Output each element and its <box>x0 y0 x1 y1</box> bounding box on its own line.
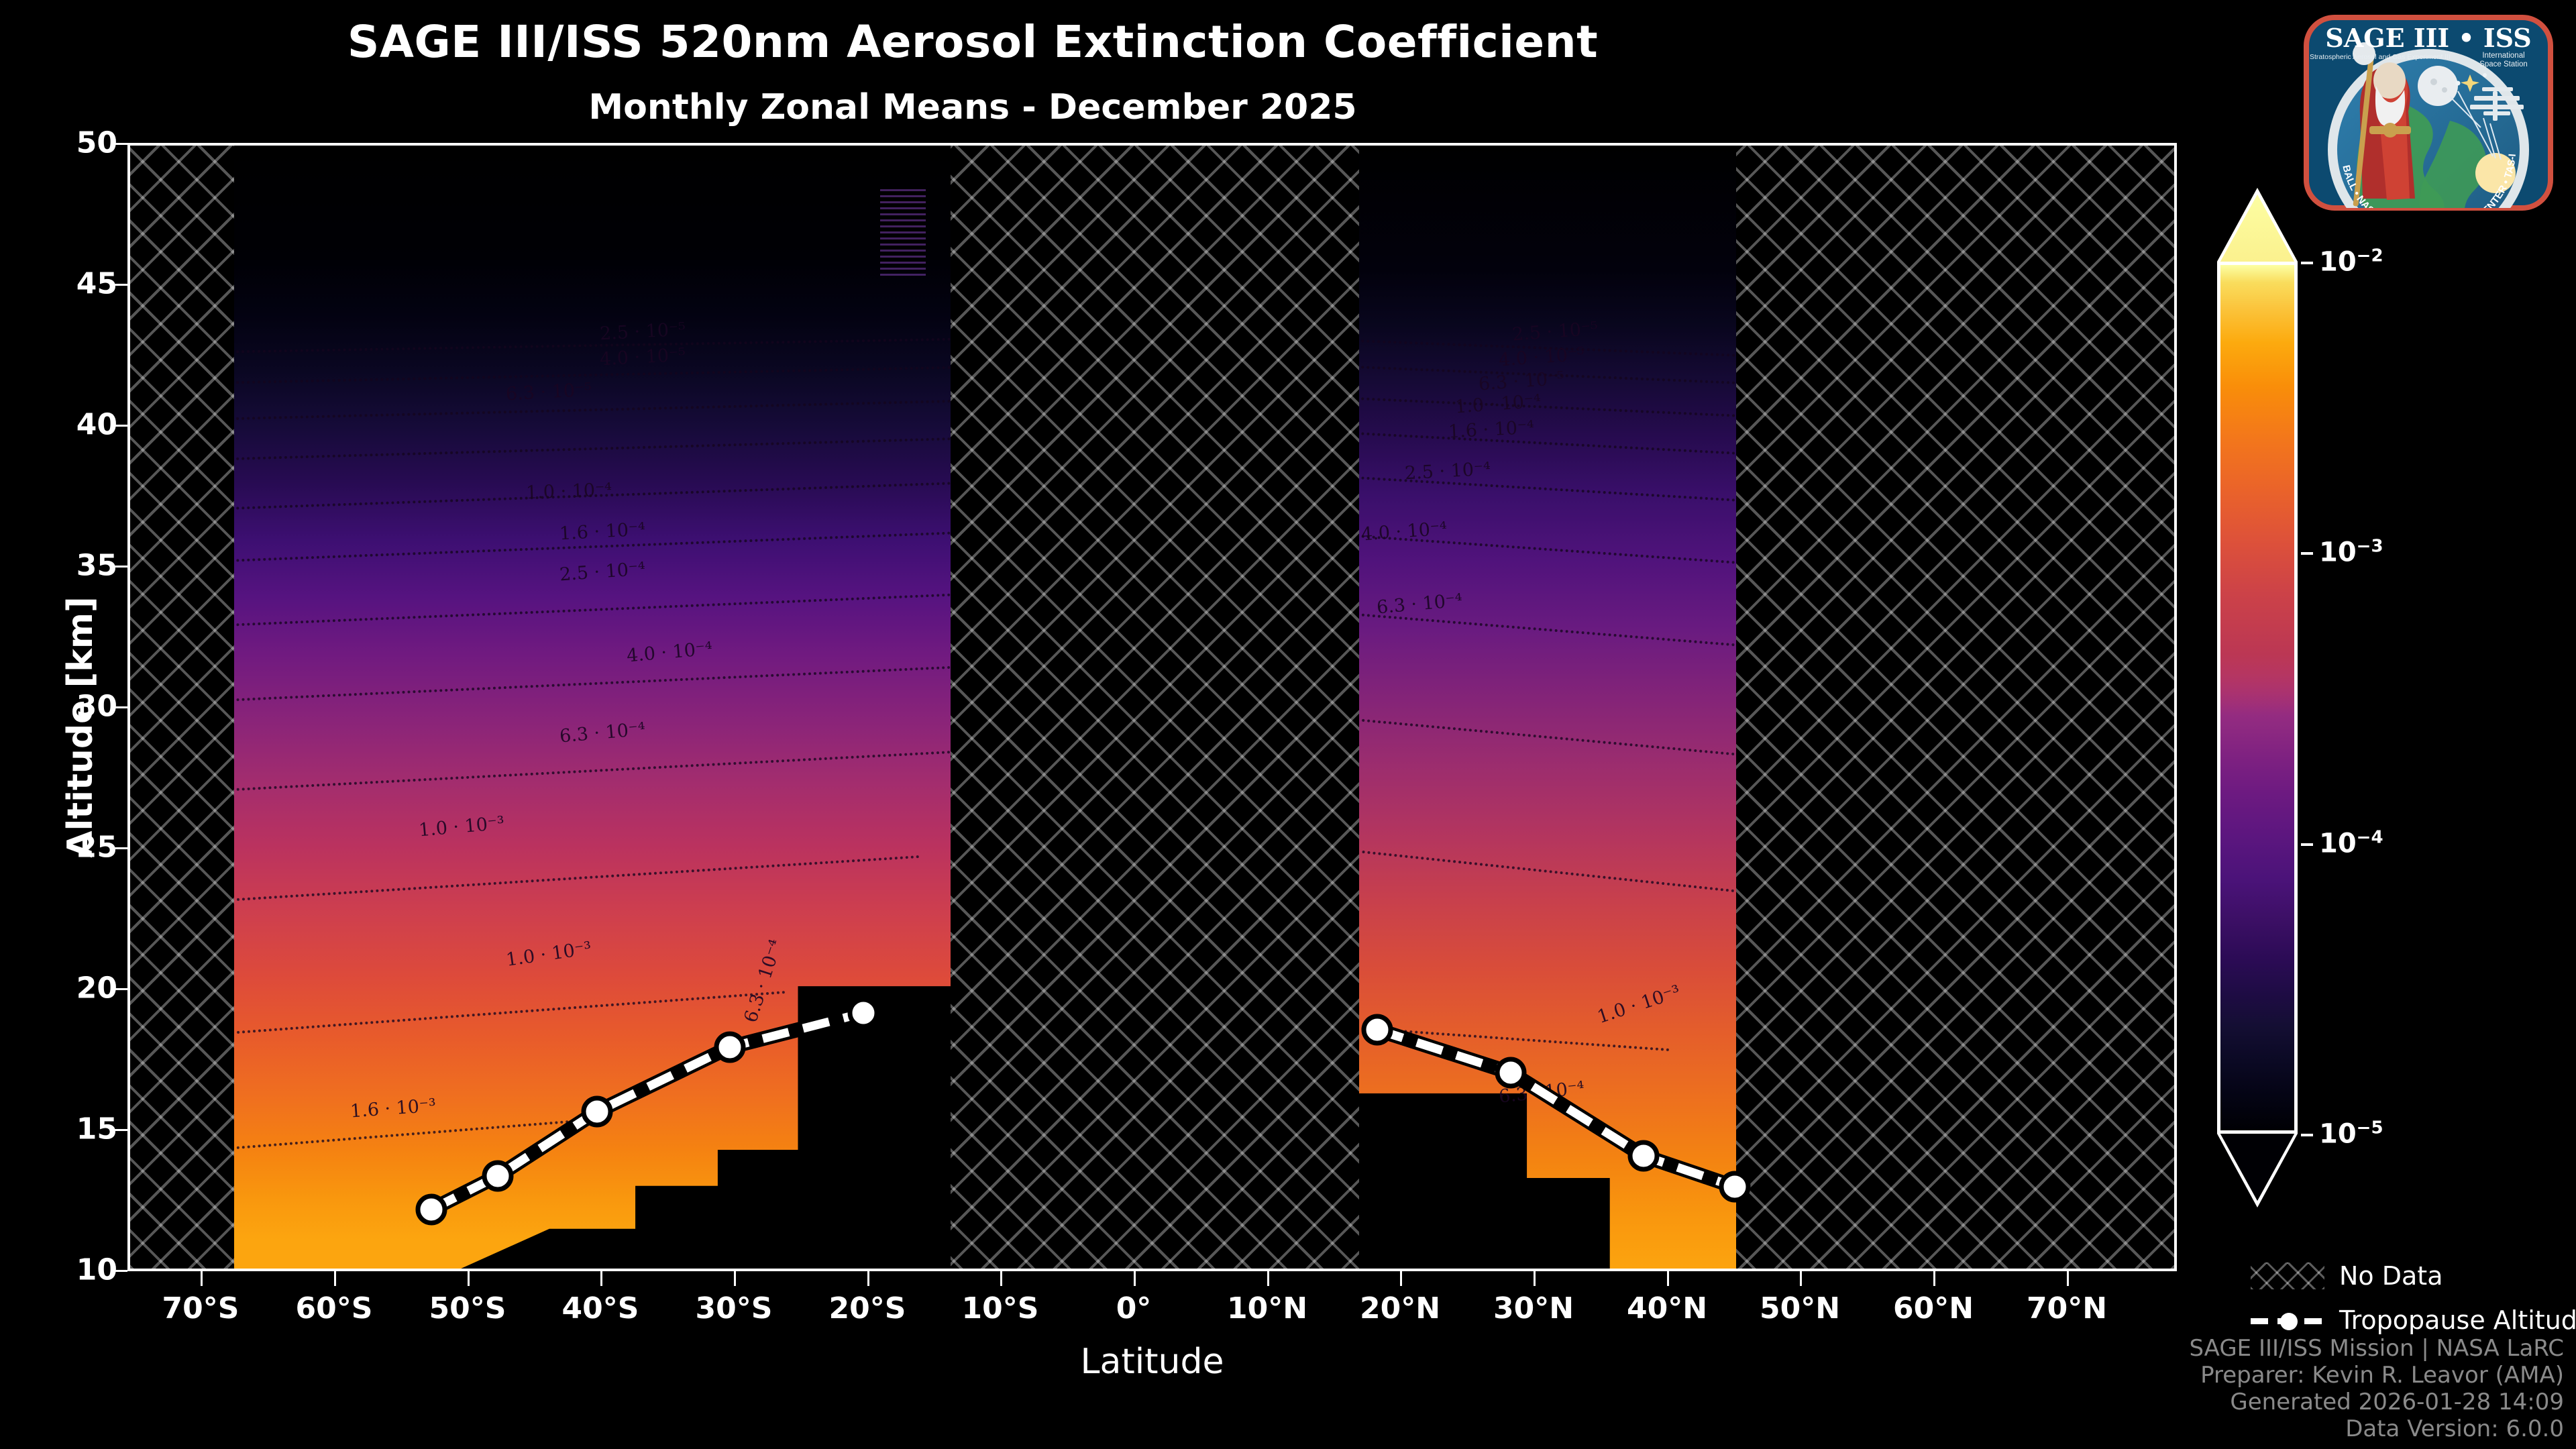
logo-sub-left: Stratospheric Aerosol and Gas Experiment… <box>2310 53 2451 61</box>
x-axis-tick <box>201 1271 203 1286</box>
y-axis-label: 40 <box>76 407 117 442</box>
colorbar-tick <box>2301 1134 2313 1136</box>
x-axis-tick <box>1000 1271 1002 1286</box>
y-axis-label: 50 <box>76 125 117 160</box>
y-axis-tick <box>111 847 127 849</box>
x-axis-tick <box>1267 1271 1269 1286</box>
x-axis-label: 60°N <box>1892 1291 1974 1326</box>
page-title: SAGE III/ISS 520nm Aerosol Extinction Co… <box>347 16 1599 68</box>
y-axis-label: 20 <box>76 971 117 1006</box>
colorbar-tick-label: 10−4 <box>2319 827 2383 859</box>
footer-line-generated: Generated 2026-01-28 14:09 <box>2230 1388 2564 1415</box>
x-axis-tick <box>334 1271 336 1286</box>
footer-line-version: Data Version: 6.0.0 <box>2345 1415 2564 1442</box>
x-axis-tick <box>1667 1271 1669 1286</box>
legend-label-no-data: No Data <box>2339 1261 2443 1291</box>
x-axis-tick <box>1134 1271 1136 1286</box>
x-axis-label: 0° <box>1116 1291 1152 1326</box>
sage-iii-iss-logo: SAGE III • ISS Stratospheric Aerosol and… <box>2294 5 2563 220</box>
x-axis-label: 20°S <box>828 1291 906 1326</box>
y-axis-label: 10 <box>76 1252 117 1287</box>
x-axis-tick <box>1534 1271 1536 1286</box>
x-axis-tick <box>734 1271 736 1286</box>
northern-hemisphere-extinction-field <box>1359 146 1736 1269</box>
x-axis-tick <box>1933 1271 1935 1286</box>
y-axis-tick <box>111 143 127 145</box>
colorbar-tick-label: 10−2 <box>2319 246 2383 278</box>
svg-text:International: International <box>2482 52 2524 60</box>
x-axis-label: 20°N <box>1359 1291 1441 1326</box>
colorbar-tick <box>2301 552 2313 555</box>
x-axis-tick <box>1800 1271 1802 1286</box>
logo-main-text: SAGE III • ISS <box>2325 23 2531 53</box>
y-axis-tick <box>111 706 127 708</box>
x-axis-label: 10°S <box>961 1291 1039 1326</box>
y-axis-label: 15 <box>76 1112 117 1146</box>
tropopause-line-icon <box>2251 1307 2324 1334</box>
x-axis-label: 70°S <box>162 1291 239 1326</box>
y-axis-label: 25 <box>76 830 117 865</box>
y-axis-tick <box>111 284 127 286</box>
colorbar-tick-label: 10−5 <box>2319 1118 2383 1150</box>
x-axis-label: 10°N <box>1226 1291 1308 1326</box>
tropopause-marker <box>415 997 1751 1226</box>
x-axis-tick <box>867 1271 869 1286</box>
logo-svg: SAGE III • ISS Stratospheric Aerosol and… <box>2304 15 2553 211</box>
colorbar-gradient-upper <box>2220 265 2294 1130</box>
y-axis-label: 45 <box>76 266 117 301</box>
y-axis-tick <box>111 1129 127 1131</box>
footer-line-preparer: Preparer: Kevin R. Leavor (AMA) <box>2200 1361 2564 1389</box>
colorbar-extend-max-arrow <box>2217 188 2298 262</box>
tropopause-line <box>428 1006 1737 1216</box>
colorbar-extend-min-arrow <box>2217 1134 2298 1208</box>
y-axis-tick <box>111 566 127 568</box>
colorbar-gradient <box>2217 262 2298 1134</box>
x-axis-tick <box>2067 1271 2069 1286</box>
y-axis-title: Altitude [km] <box>60 596 101 858</box>
x-axis-label: 40°S <box>561 1291 639 1326</box>
y-axis-label: 35 <box>76 548 117 583</box>
legend-item-tropopause[interactable]: Tropopause Altitude <box>2251 1305 2576 1335</box>
svg-text:Space Station: Space Station <box>2479 60 2528 68</box>
plot-area[interactable]: 2.5 · 10⁻⁵ 4.0 · 10⁻⁵ 6.3 · 10⁻⁵ 1.0 · 1… <box>127 143 2177 1271</box>
page-subtitle: Monthly Zonal Means - December 2025 <box>588 87 1357 127</box>
x-axis-label: 50°N <box>1759 1291 1841 1326</box>
colorbar-tick <box>2301 843 2313 846</box>
no-data-hatch-icon <box>2251 1263 2324 1289</box>
x-axis-label: 30°N <box>1493 1291 1574 1326</box>
colorbar-tick <box>2301 262 2313 264</box>
x-axis-title: Latitude <box>1080 1342 1224 1382</box>
legend-label-tropopause: Tropopause Altitude <box>2339 1305 2576 1335</box>
legend: No Data Tropopause Altitude <box>2251 1261 2576 1350</box>
tropopause-marker-icon <box>2280 1313 2298 1330</box>
legend-item-no-data[interactable]: No Data <box>2251 1261 2576 1291</box>
x-axis-tick <box>600 1271 602 1286</box>
x-axis-label: 60°S <box>295 1291 373 1326</box>
y-axis-tick <box>111 1270 127 1272</box>
upper-atmosphere-striping <box>880 189 926 276</box>
x-axis-tick <box>1400 1271 1402 1286</box>
x-axis-tick <box>468 1271 470 1286</box>
y-axis-tick <box>111 988 127 990</box>
footer-credits: SAGE III/ISS Mission | NASA LaRC Prepare… <box>2189 1335 2564 1442</box>
colorbar[interactable]: 10−2 10−3 10−4 10−5 <box>2217 188 2383 1208</box>
y-axis-label: 30 <box>76 689 117 724</box>
colorbar-tick-label: 10−3 <box>2319 536 2383 568</box>
footer-line-mission: SAGE III/ISS Mission | NASA LaRC <box>2189 1334 2564 1362</box>
x-axis-label: 70°N <box>2026 1291 2108 1326</box>
y-axis-tick <box>111 425 127 427</box>
x-axis-label: 50°S <box>429 1291 506 1326</box>
x-axis-label: 40°N <box>1626 1291 1708 1326</box>
x-axis-label: 30°S <box>695 1291 773 1326</box>
